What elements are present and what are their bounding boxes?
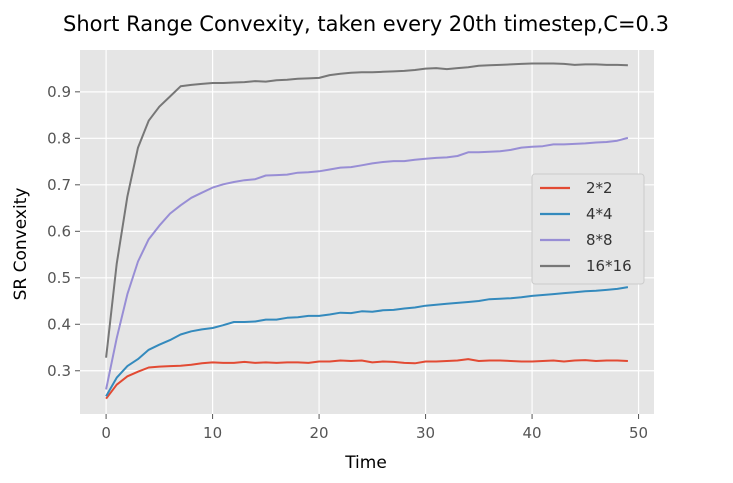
x-tick-label: 30 xyxy=(416,424,435,442)
y-tick-label: 0.4 xyxy=(47,315,71,333)
y-tick-label: 0.6 xyxy=(47,222,71,240)
x-tick-label: 50 xyxy=(629,424,648,442)
y-tick-label: 0.5 xyxy=(47,269,71,287)
series-line-1 xyxy=(105,286,629,397)
y-tick-label: 0.8 xyxy=(47,129,71,147)
x-axis-label: Time xyxy=(344,453,387,473)
chart-title: Short Range Convexity, taken every 20th … xyxy=(63,12,669,36)
legend-label: 2*2 xyxy=(586,179,613,197)
series-line-2 xyxy=(105,136,629,390)
x-tick-label: 10 xyxy=(203,424,222,442)
legend-label: 4*4 xyxy=(586,205,613,223)
series-line-3 xyxy=(105,62,628,358)
x-axis: 0 10 20 30 40 50 xyxy=(101,414,648,442)
y-tick-label: 0.9 xyxy=(47,83,71,101)
series-line-0 xyxy=(105,358,628,400)
x-tick-label: 40 xyxy=(523,424,542,442)
y-axis: 0.3 0.4 0.5 0.6 0.7 0.8 0.9 xyxy=(47,83,80,380)
y-tick-label: 0.7 xyxy=(47,176,71,194)
series-group xyxy=(105,62,629,400)
legend-label: 16*16 xyxy=(586,257,632,275)
y-tick-label: 0.3 xyxy=(47,362,71,380)
legend-label: 8*8 xyxy=(586,231,613,249)
x-tick-label: 20 xyxy=(310,424,329,442)
legend-box xyxy=(531,173,645,285)
x-tick-label: 0 xyxy=(101,424,111,442)
y-axis-label: SR Convexity xyxy=(11,188,31,301)
legend: 2*2 4*4 8*8 16*16 xyxy=(531,173,645,285)
